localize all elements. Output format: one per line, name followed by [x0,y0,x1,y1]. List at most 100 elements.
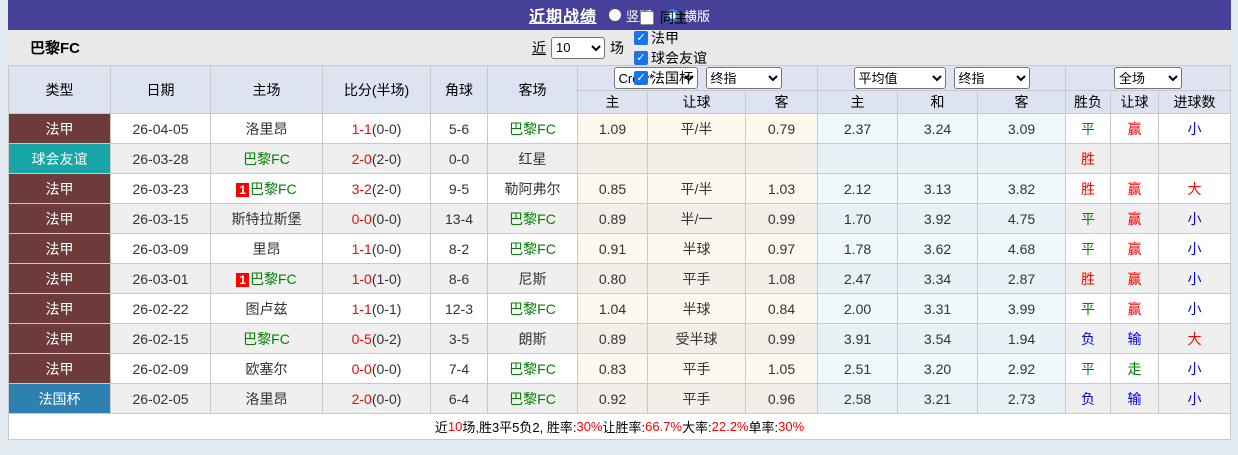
asian-odds-cell: 0.96 [744,383,819,414]
handicap-result-cell: 赢 [1110,113,1160,144]
away-team[interactable]: 红星 [518,150,547,167]
away-team[interactable]: 尼斯 [518,270,547,287]
filter-checkbox-label[interactable]: 同主 [660,9,688,26]
home-team-cell: 洛里昂 [210,383,323,414]
filter-checkbox-label[interactable]: 法国杯 [651,69,693,86]
home-team[interactable]: 巴黎FC [250,180,297,197]
euro-odds-cell: 4.75 [977,203,1067,234]
asian-odds-stage-select[interactable]: 终指 [705,67,782,89]
league-badge: 法甲 [8,173,111,204]
wdl-result-cell: 平 [1065,353,1112,384]
checkbox-checked-icon[interactable]: ✓ [634,30,648,45]
away-team[interactable]: 巴黎FC [509,210,556,227]
home-team[interactable]: 巴黎FC [243,150,290,167]
away-team-cell: 勒阿弗尔 [487,173,578,204]
euro-odds-cell: 3.24 [897,113,979,144]
layout-radio-group: 竖版 横版 [608,6,710,25]
match-date: 26-03-09 [110,233,211,264]
away-team[interactable]: 巴黎FC [509,390,556,407]
home-team-cell: 巴黎FC [210,143,323,174]
league-filter-checkboxes: 同主 ✓ 法甲 ✓ 球会友谊 ✓ 法国杯 [630,8,707,88]
away-team-cell: 朗斯 [487,323,578,354]
euro-odds-cell: 3.31 [897,293,979,324]
away-team[interactable]: 勒阿弗尔 [504,180,561,197]
filter-bar: 巴黎FC 近 10 场 同主 ✓ 法甲 ✓ 球会友谊 ✓ 法国杯 [8,10,1231,86]
average-select[interactable]: 平均值 [853,67,946,89]
asian-odds-cell [647,143,746,174]
table-row: 法甲 26-02-09 欧塞尔 0-0(0-0) 7-4 巴黎FC 0.83 平手 1.05 2.… [8,353,1232,384]
euro-odds-stage-select[interactable]: 终指 [953,67,1030,89]
table-row: 法甲 26-02-22 图卢兹 1-1(0-1) 12-3 巴黎FC 1.04 半球 0.84 2… [8,293,1232,324]
euro-odds-cell [977,143,1067,174]
away-team-cell: 巴黎FC [487,383,578,414]
match-rows: 法甲 26-04-05 洛里昂 1-1(0-0) 5-6 巴黎FC 1.09 平/半 0.79 2… [8,113,1232,414]
home-team[interactable]: 巴黎FC [250,270,297,287]
home-team[interactable]: 里昂 [252,240,281,257]
filter-checkbox-label[interactable]: 法甲 [651,29,679,46]
score-cell: 1-1(0-1) [322,293,431,324]
sub-header-asian-home: 主 [577,90,648,114]
corners-cell: 5-6 [430,113,488,144]
handicap-result-cell: 赢 [1110,263,1160,294]
checkbox-unchecked-icon[interactable] [640,10,654,25]
radio-unchecked-icon[interactable] [608,9,621,21]
filter-checkbox-item[interactable]: ✓ 球会友谊 [634,48,707,68]
corners-cell: 3-5 [430,323,488,354]
full-time-score: 0-0 [351,210,372,227]
home-team[interactable]: 欧塞尔 [245,360,288,377]
asian-odds-cell: 0.99 [744,323,819,354]
away-team-cell: 尼斯 [487,263,578,294]
radio-horizontal-label[interactable]: 横版 [684,8,711,24]
filter-checkbox-label[interactable]: 球会友谊 [651,49,707,66]
summary-stat-value: 66.7% [645,419,682,434]
home-team[interactable]: 洛里昂 [245,390,288,407]
euro-odds-cell: 2.58 [817,383,899,414]
asian-odds-cell: 1.04 [577,293,648,324]
summary-stat-value: 30% [576,419,603,434]
filter-checkbox-item[interactable]: 同主 [640,8,707,28]
asian-odds-cell: 0.89 [577,203,648,234]
radio-horizontal-layout[interactable]: 横版 [666,6,710,25]
away-team[interactable]: 朗斯 [518,330,547,347]
checkbox-checked-icon[interactable]: ✓ [634,70,648,85]
radio-checked-icon[interactable] [666,8,679,22]
away-team[interactable]: 巴黎FC [509,120,556,137]
euro-odds-cell: 2.73 [977,383,1067,414]
checkbox-checked-icon[interactable]: ✓ [634,50,648,65]
filter-controls: 近 10 场 同主 ✓ 法甲 ✓ 球会友谊 ✓ 法国杯 [532,8,707,88]
col-header-type: 类型 [8,65,111,114]
sub-header-euro-away: 客 [977,90,1067,114]
filter-checkbox-item[interactable]: ✓ 法甲 [634,28,707,48]
score-cell: 1-1(0-0) [322,233,431,264]
goals-result-cell: 小 [1158,203,1232,234]
summary-stat-value: 30% [778,419,805,434]
asian-odds-cell: 半球 [647,293,746,324]
euro-odds-cell: 3.91 [817,323,899,354]
filter-checkbox-item[interactable]: ✓ 法国杯 [634,68,707,88]
scope-select[interactable]: 全场 [1114,67,1183,89]
asian-odds-cell: 0.79 [744,113,819,144]
table-row: 法国杯 26-02-05 洛里昂 2-0(0-0) 6-4 巴黎FC 0.92 平手 0.96 2… [8,383,1232,414]
away-team[interactable]: 巴黎FC [509,240,556,257]
away-team[interactable]: 巴黎FC [509,300,556,317]
panel-title: 近期战绩 [528,9,597,26]
wdl-result-cell: 胜 [1065,173,1112,204]
wdl-result-cell: 胜 [1065,143,1112,174]
col-header-score: 比分(半场) [322,65,431,114]
full-time-score: 0-0 [351,360,372,377]
full-time-score: 1-1 [351,120,372,137]
league-badge: 法甲 [8,323,111,354]
away-team[interactable]: 巴黎FC [509,360,556,377]
corners-cell: 9-5 [430,173,488,204]
home-team[interactable]: 巴黎FC [243,330,290,347]
near-label[interactable]: 近 [532,39,546,56]
wdl-result-cell: 平 [1065,113,1112,144]
home-team[interactable]: 斯特拉斯堡 [231,210,302,227]
goals-result-cell: 小 [1158,383,1232,414]
match-count-select[interactable]: 10 [551,36,605,59]
full-time-score: 0-5 [351,330,372,347]
euro-odds-cell: 3.09 [977,113,1067,144]
home-team[interactable]: 洛里昂 [245,120,288,137]
home-team[interactable]: 图卢兹 [245,300,288,317]
sub-header-euro-home: 主 [817,90,899,114]
